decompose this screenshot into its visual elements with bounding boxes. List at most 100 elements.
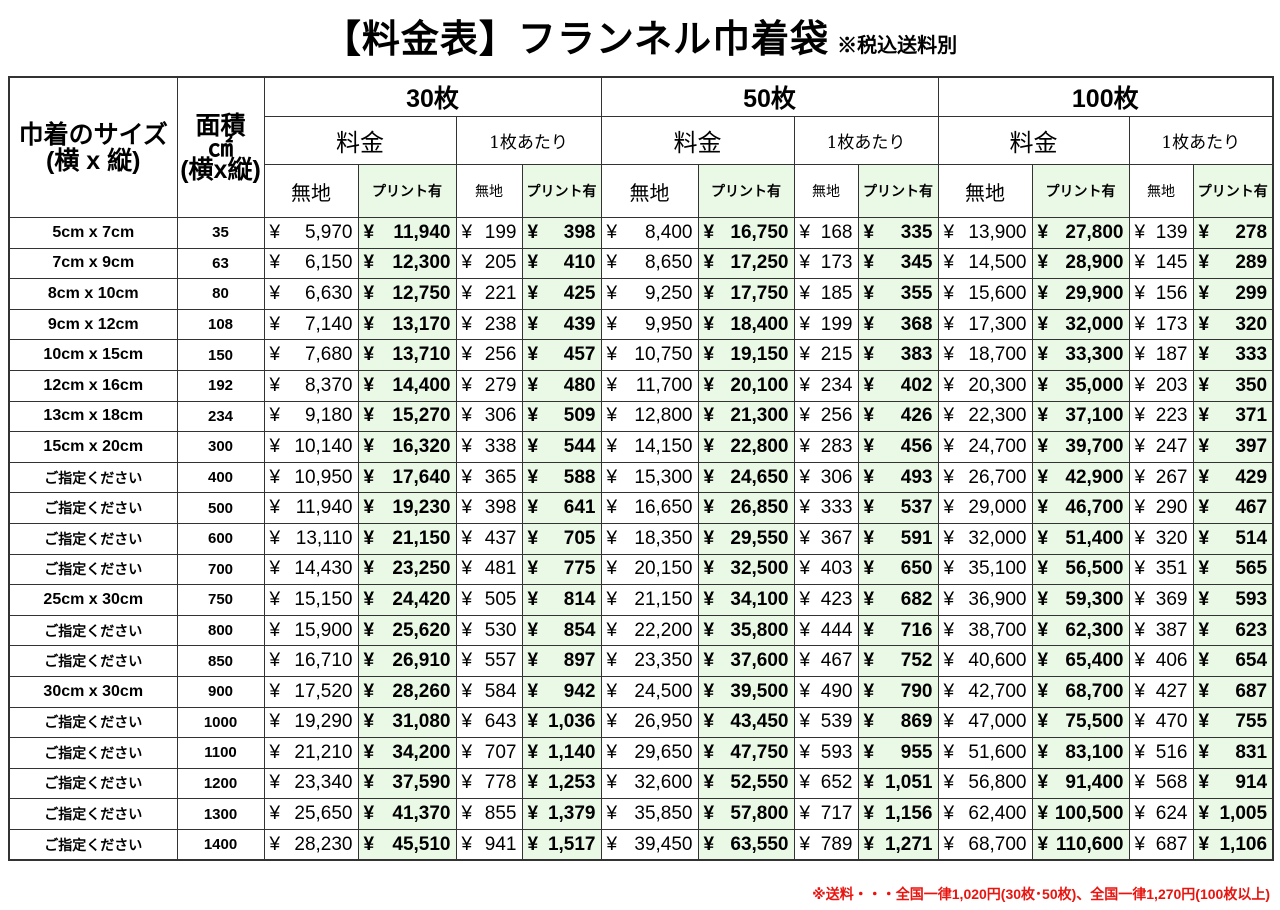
yen-sign: ¥ [1037, 344, 1049, 366]
print-price-cell: ¥814 [521, 584, 602, 616]
yen-sign: ¥ [703, 527, 715, 549]
print-price-cell: ¥439 [521, 308, 602, 341]
price-value: 32,500 [730, 558, 789, 580]
price-value: 21,210 [294, 741, 353, 763]
price-wrap: ¥383 [864, 344, 933, 366]
yen-sign: ¥ [269, 252, 281, 274]
yen-sign: ¥ [943, 282, 955, 304]
yen-sign: ¥ [863, 435, 875, 457]
price-wrap: ¥19,290 [270, 711, 353, 733]
price-value: 21,150 [634, 588, 693, 610]
yen-sign: ¥ [606, 374, 618, 396]
price-value: 591 [900, 527, 933, 549]
price-value: 716 [900, 619, 933, 641]
yen-sign: ¥ [799, 252, 811, 274]
yen-sign: ¥ [269, 680, 281, 702]
price-value: 16,650 [634, 497, 693, 519]
table-row: ご指定ください 1000 ¥19,290 ¥31,080 ¥643 ¥1,036 ¥26,9… [8, 706, 1274, 739]
table-row: 25cm x 30cm 750 ¥15,150 ¥24,420 ¥505 ¥814 ¥21,… [8, 584, 1274, 616]
yen-sign: ¥ [461, 466, 473, 488]
yen-sign: ¥ [1198, 374, 1210, 396]
plain-per-header: 無地 [1128, 164, 1194, 218]
print-price-cell: ¥1,106 [1192, 828, 1274, 861]
plain-price-cell: ¥22,300 [937, 400, 1033, 433]
yen-sign: ¥ [527, 741, 539, 763]
plain-price-cell: ¥215 [793, 339, 859, 371]
price-wrap: ¥43,450 [704, 711, 789, 733]
yen-sign: ¥ [363, 527, 375, 549]
yen-sign: ¥ [799, 680, 811, 702]
yen-sign: ¥ [527, 435, 539, 457]
print-per-header: プリント有 [857, 164, 939, 218]
price-wrap: ¥39,450 [607, 834, 693, 856]
print-price-cell: ¥24,650 [697, 461, 795, 494]
yen-sign: ¥ [363, 650, 375, 672]
size-cell: 5cm x 7cm [8, 217, 178, 249]
table-row: ご指定ください 1200 ¥23,340 ¥37,590 ¥778 ¥1,253 ¥32,6… [8, 767, 1274, 800]
size-header-label: 巾着のサイズ [18, 120, 168, 149]
price-value: 16,750 [730, 221, 789, 243]
plain-price-cell: ¥717 [793, 798, 859, 830]
price-value: 13,900 [968, 221, 1027, 243]
price-value: 42,700 [968, 680, 1027, 702]
yen-sign: ¥ [1198, 221, 1210, 243]
price-wrap: ¥46,700 [1038, 497, 1124, 519]
yen-sign: ¥ [703, 252, 715, 274]
price-value: 333 [1235, 344, 1268, 366]
print-price-cell: ¥16,750 [697, 217, 795, 249]
yen-sign: ¥ [269, 772, 281, 794]
print-price-cell: ¥687 [1192, 675, 1274, 708]
print-price-cell: ¥34,100 [697, 584, 795, 616]
price-wrap: ¥17,640 [364, 467, 451, 489]
plain-price-cell: ¥15,900 [263, 614, 359, 647]
price-wrap: ¥831 [1199, 742, 1268, 764]
table-row: ご指定ください 1400 ¥28,230 ¥45,510 ¥941 ¥1,517 ¥39,4… [8, 828, 1274, 861]
price-value: 333 [820, 497, 853, 519]
price-wrap: ¥10,950 [270, 467, 353, 489]
price-wrap: ¥45,510 [364, 834, 451, 856]
price-wrap: ¥32,000 [1038, 314, 1124, 336]
price-value: 402 [900, 374, 933, 396]
print-price-cell: ¥335 [857, 217, 939, 249]
yen-sign: ¥ [943, 803, 955, 825]
print-price-cell: ¥402 [857, 369, 939, 402]
print-price-cell: ¥63,550 [697, 828, 795, 861]
price-value: 855 [484, 803, 517, 825]
price-value: 20,300 [968, 374, 1027, 396]
print-price-cell: ¥59,300 [1031, 584, 1130, 616]
yen-sign: ¥ [943, 313, 955, 335]
plain-price-cell: ¥24,500 [600, 675, 699, 708]
price-value: 37,100 [1065, 405, 1124, 427]
price-wrap: ¥557 [462, 650, 517, 672]
price-value: 15,300 [634, 466, 693, 488]
price-value: 897 [563, 650, 596, 672]
price-value: 707 [484, 741, 517, 763]
price-wrap: ¥707 [462, 742, 517, 764]
price-value: 83,100 [1065, 741, 1124, 763]
table-row: 15cm x 20cm 300 ¥10,140 ¥16,320 ¥338 ¥544 ¥14,… [8, 431, 1274, 463]
print-price-cell: ¥47,750 [697, 737, 795, 769]
yen-sign: ¥ [1134, 741, 1146, 763]
table-row: ご指定ください 400 ¥10,950 ¥17,640 ¥365 ¥588 ¥15,300 ¥… [8, 461, 1274, 494]
yen-sign: ¥ [1134, 221, 1146, 243]
price-value: 25,620 [392, 619, 451, 641]
plain-price-cell: ¥290 [1128, 492, 1194, 524]
plain-price-cell: ¥21,210 [263, 737, 359, 769]
price-wrap: ¥1,379 [528, 803, 596, 825]
yen-sign: ¥ [363, 741, 375, 763]
price-wrap: ¥456 [864, 436, 933, 458]
price-wrap: ¥1,051 [864, 772, 933, 794]
price-value: 429 [1235, 466, 1268, 488]
price-wrap: ¥1,517 [528, 834, 596, 856]
price-wrap: ¥27,800 [1038, 222, 1124, 244]
plain-price-cell: ¥35,100 [937, 553, 1033, 586]
yen-sign: ¥ [527, 252, 539, 274]
yen-sign: ¥ [1037, 833, 1049, 855]
size-header-sub: (横 x 縦) [46, 146, 141, 175]
plain-price-cell: ¥568 [1128, 767, 1194, 800]
area-unit: ㎠ [207, 133, 233, 162]
print-price-cell: ¥46,700 [1031, 492, 1130, 524]
yen-sign: ¥ [269, 588, 281, 610]
price-value: 643 [484, 711, 517, 733]
yen-sign: ¥ [943, 497, 955, 519]
